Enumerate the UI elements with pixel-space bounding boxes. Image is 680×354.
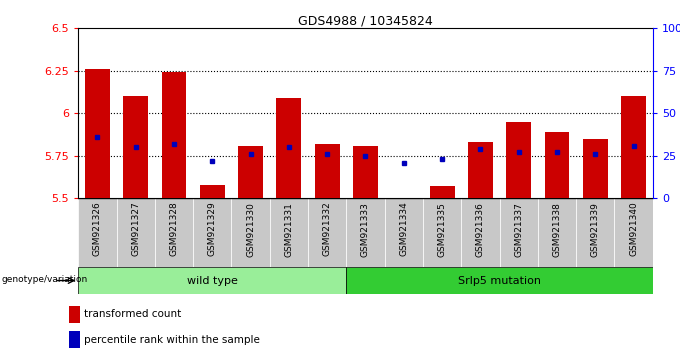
Text: GSM921339: GSM921339 xyxy=(591,202,600,257)
FancyBboxPatch shape xyxy=(500,198,538,267)
Bar xyxy=(162,73,186,198)
Text: GSM921334: GSM921334 xyxy=(399,202,408,256)
FancyBboxPatch shape xyxy=(538,198,576,267)
FancyBboxPatch shape xyxy=(270,198,308,267)
Bar xyxy=(430,186,454,198)
Bar xyxy=(353,145,378,198)
Bar xyxy=(85,69,109,198)
FancyBboxPatch shape xyxy=(78,198,116,267)
Text: GSM921328: GSM921328 xyxy=(169,202,178,256)
Text: GSM921327: GSM921327 xyxy=(131,202,140,256)
Bar xyxy=(277,98,301,198)
Text: Srlp5 mutation: Srlp5 mutation xyxy=(458,275,541,286)
Bar xyxy=(69,306,80,323)
FancyBboxPatch shape xyxy=(346,267,653,294)
FancyBboxPatch shape xyxy=(155,198,193,267)
Bar xyxy=(507,122,531,198)
FancyBboxPatch shape xyxy=(423,198,461,267)
FancyBboxPatch shape xyxy=(385,198,423,267)
Text: GSM921332: GSM921332 xyxy=(323,202,332,256)
Text: GSM921326: GSM921326 xyxy=(93,202,102,256)
Text: GSM921333: GSM921333 xyxy=(361,202,370,257)
Bar xyxy=(468,142,493,198)
Bar xyxy=(238,145,263,198)
FancyBboxPatch shape xyxy=(346,198,385,267)
Text: GSM921335: GSM921335 xyxy=(438,202,447,257)
Bar xyxy=(200,185,224,198)
Text: GSM921340: GSM921340 xyxy=(629,202,638,256)
Text: wild type: wild type xyxy=(187,275,238,286)
FancyBboxPatch shape xyxy=(576,198,615,267)
FancyBboxPatch shape xyxy=(193,198,231,267)
Text: GSM921329: GSM921329 xyxy=(208,202,217,256)
Bar xyxy=(583,139,608,198)
Text: genotype/variation: genotype/variation xyxy=(1,275,88,284)
Bar xyxy=(622,96,646,198)
Bar xyxy=(315,144,339,198)
FancyBboxPatch shape xyxy=(308,198,346,267)
Text: transformed count: transformed count xyxy=(84,309,181,319)
Text: GSM921330: GSM921330 xyxy=(246,202,255,257)
FancyBboxPatch shape xyxy=(461,198,500,267)
FancyBboxPatch shape xyxy=(116,198,155,267)
Text: GSM921336: GSM921336 xyxy=(476,202,485,257)
Text: GSM921337: GSM921337 xyxy=(514,202,523,257)
Text: GSM921338: GSM921338 xyxy=(553,202,562,257)
FancyBboxPatch shape xyxy=(78,267,346,294)
FancyBboxPatch shape xyxy=(231,198,270,267)
Bar xyxy=(69,331,80,348)
FancyBboxPatch shape xyxy=(615,198,653,267)
Bar xyxy=(545,132,569,198)
Bar xyxy=(123,96,148,198)
Text: GSM921331: GSM921331 xyxy=(284,202,293,257)
Title: GDS4988 / 10345824: GDS4988 / 10345824 xyxy=(298,14,433,27)
Text: percentile rank within the sample: percentile rank within the sample xyxy=(84,335,260,345)
